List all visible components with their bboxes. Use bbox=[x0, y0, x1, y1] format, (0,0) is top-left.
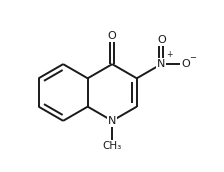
Text: O: O bbox=[157, 35, 166, 45]
Text: CH₃: CH₃ bbox=[103, 141, 122, 151]
Text: O: O bbox=[181, 59, 190, 69]
Text: O: O bbox=[108, 31, 117, 41]
Text: N: N bbox=[108, 116, 116, 126]
Text: N: N bbox=[157, 59, 166, 69]
Text: +: + bbox=[166, 50, 173, 59]
Text: −: − bbox=[190, 53, 196, 62]
